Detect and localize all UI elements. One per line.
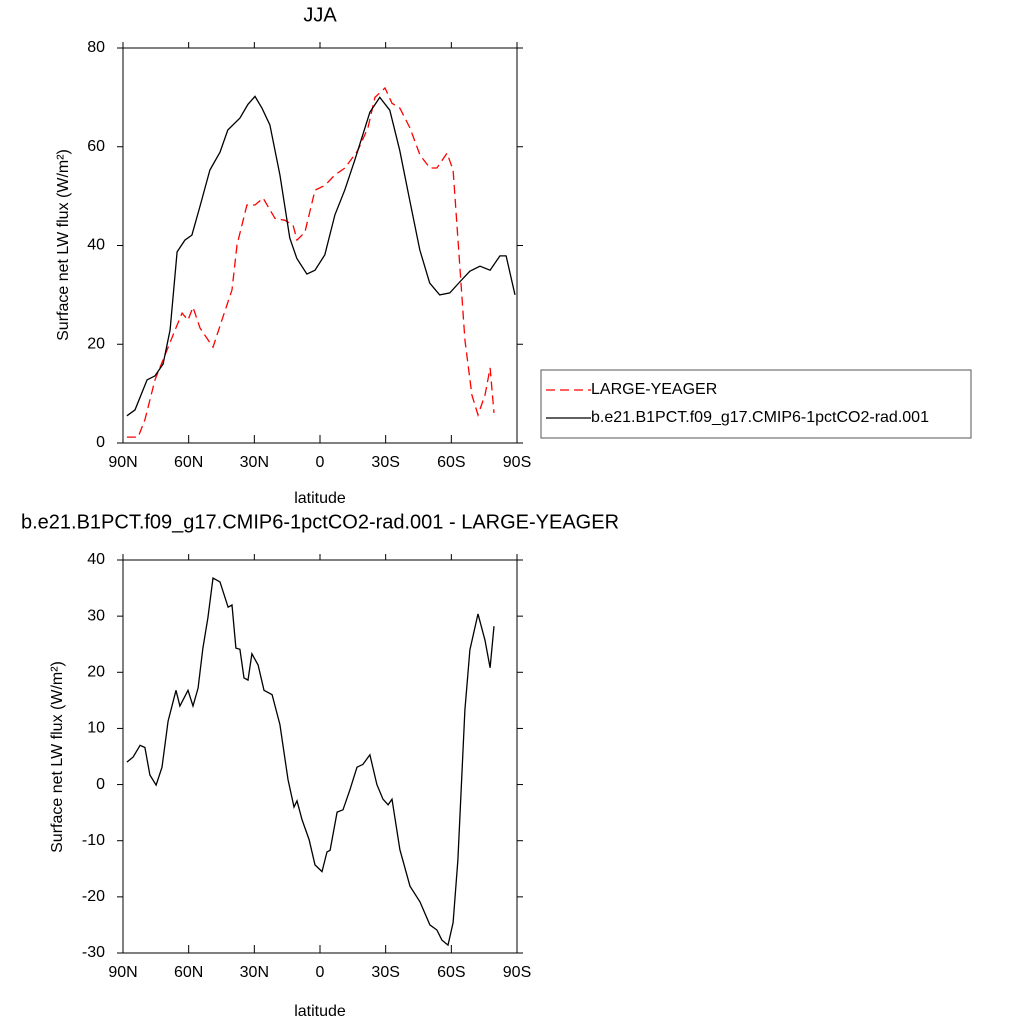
x-tick-label: 30S [371, 964, 399, 981]
y-tick-label: 40 [87, 551, 105, 568]
x-tick-label: 0 [316, 454, 325, 471]
y-tick-label: 80 [87, 39, 105, 56]
line-series [126, 86, 495, 438]
y-tick-label: 20 [87, 664, 105, 681]
y-tick-label: 0 [96, 434, 105, 451]
y-tick-label: -20 [82, 888, 105, 905]
x-tick-label: 30N [240, 964, 269, 981]
x-tick-label: 30N [240, 454, 269, 471]
chart-title: JJA [303, 4, 337, 26]
y-tick-label: 30 [87, 607, 105, 624]
x-tick-label: 60S [437, 964, 465, 981]
legend-label: LARGE-YEAGER [591, 381, 717, 398]
x-axis-label: latitude [294, 490, 346, 507]
y-tick-label: 60 [87, 138, 105, 155]
x-tick-label: 60N [174, 454, 203, 471]
y-tick-label: 10 [87, 720, 105, 737]
y-tick-label: 20 [87, 335, 105, 352]
y-tick-label: 0 [96, 776, 105, 793]
plot-frame [122, 559, 518, 954]
x-tick-label: 60N [174, 964, 203, 981]
y-tick-label: -10 [82, 832, 105, 849]
x-axis-label: latitude [294, 1003, 346, 1020]
legend-label: b.e21.B1PCT.f09_g17.CMIP6-1pctCO2-rad.00… [591, 409, 929, 426]
y-tick-label: -30 [82, 944, 105, 961]
y-tick-label: 40 [87, 237, 105, 254]
line-series [126, 95, 516, 417]
legend-box [540, 369, 972, 439]
chart-title: b.e21.B1PCT.f09_g17.CMIP6-1pctCO2-rad.00… [21, 511, 619, 533]
x-tick-label: 30S [371, 454, 399, 471]
x-tick-label: 90S [503, 454, 531, 471]
y-axis-label: Surface net LW flux (W/m²) [55, 149, 72, 341]
y-axis-label: Surface net LW flux (W/m²) [49, 661, 66, 853]
x-tick-label: 90N [108, 964, 137, 981]
line-series [126, 576, 495, 947]
x-tick-label: 0 [316, 964, 325, 981]
x-tick-label: 60S [437, 454, 465, 471]
x-tick-label: 90N [108, 454, 137, 471]
x-tick-label: 90S [503, 964, 531, 981]
